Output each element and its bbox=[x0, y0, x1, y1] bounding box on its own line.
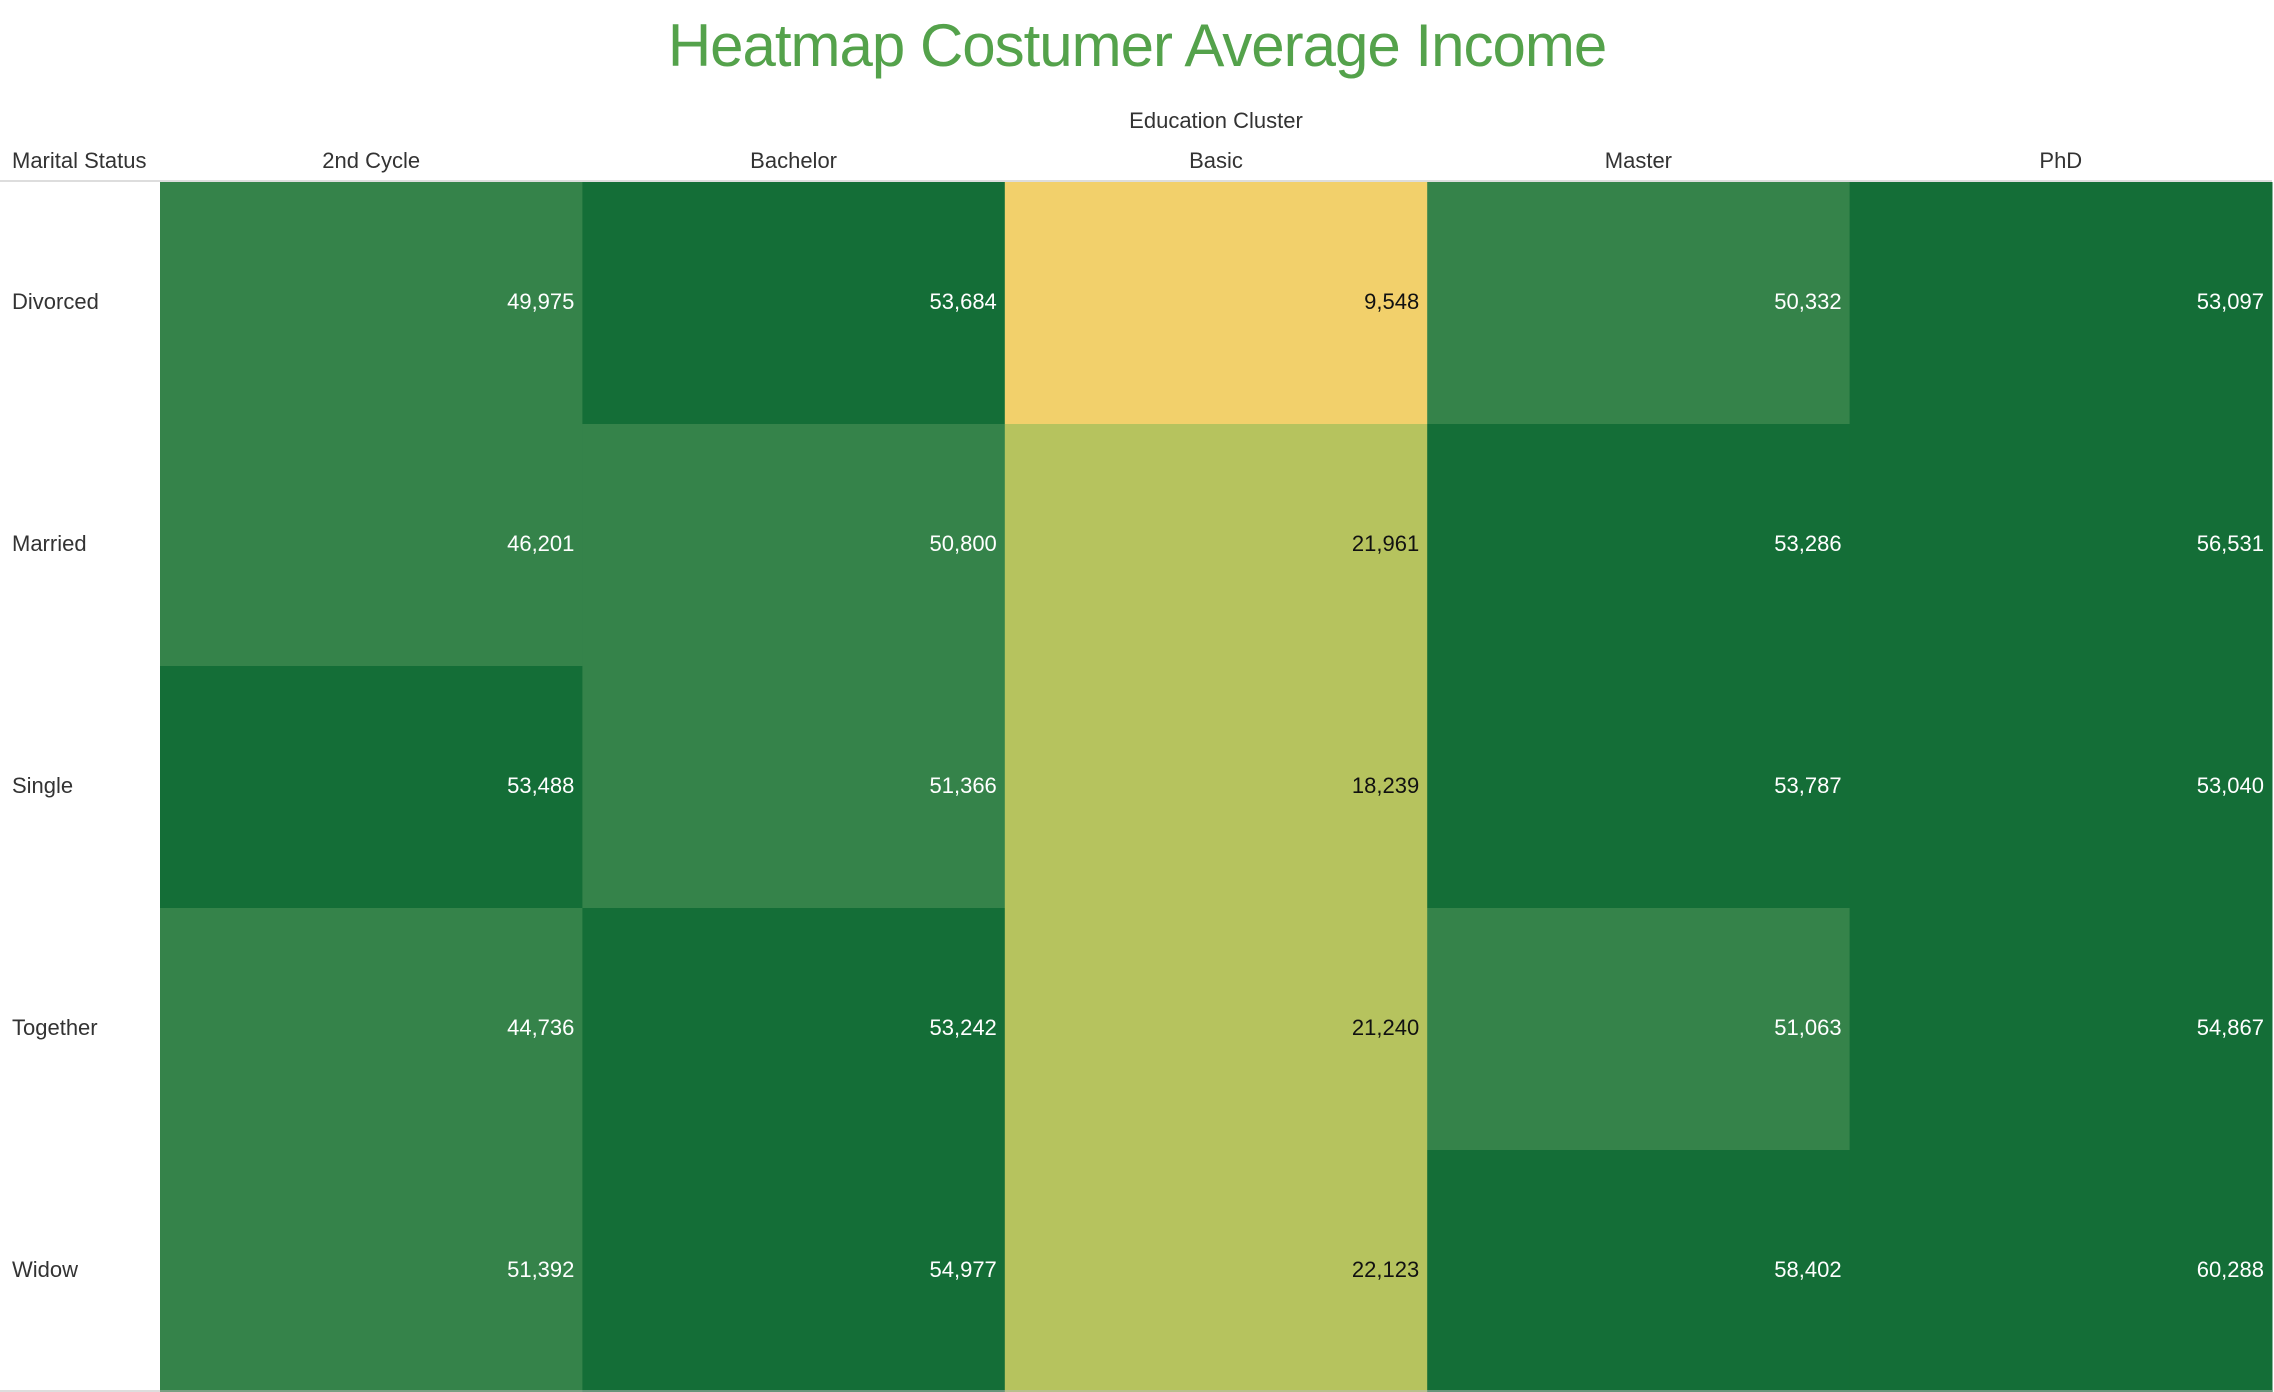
heatmap-cell bbox=[1427, 182, 1851, 425]
heatmap-cell bbox=[582, 908, 1006, 1151]
heatmap-cell bbox=[160, 908, 583, 1151]
cell-value-label: 21,240 bbox=[1352, 1015, 1419, 1040]
row-label: Married bbox=[12, 531, 87, 556]
cell-value-label: 46,201 bbox=[507, 531, 574, 556]
heatmap-cell bbox=[160, 182, 583, 425]
heatmap-cell bbox=[1427, 1150, 1851, 1392]
cell-value-label: 51,392 bbox=[507, 1257, 574, 1282]
cell-value-label: 44,736 bbox=[507, 1015, 574, 1040]
column-header: Basic bbox=[1189, 148, 1243, 173]
heatmap-cell bbox=[1004, 666, 1428, 909]
heatmap-cell bbox=[160, 1150, 583, 1392]
heatmap-cell bbox=[1849, 182, 2273, 425]
heatmap-cell bbox=[582, 182, 1006, 425]
heatmap-cell bbox=[1427, 666, 1851, 909]
cell-value-label: 60,288 bbox=[2197, 1257, 2264, 1282]
cell-value-label: 53,242 bbox=[930, 1015, 997, 1040]
heatmap-cell bbox=[1849, 908, 2273, 1151]
heatmap-cell bbox=[1427, 908, 1851, 1151]
heatmap-cell bbox=[1004, 908, 1428, 1151]
column-group-label: Education Cluster bbox=[1129, 108, 1303, 133]
row-label: Divorced bbox=[12, 289, 99, 314]
column-header: Master bbox=[1605, 148, 1672, 173]
cell-value-label: 51,366 bbox=[930, 773, 997, 798]
row-label: Single bbox=[12, 773, 73, 798]
cell-value-label: 53,286 bbox=[1774, 531, 1841, 556]
heatmap-cell bbox=[582, 666, 1006, 909]
heatmap-cell bbox=[1849, 1150, 2273, 1392]
heatmap-cell bbox=[1004, 1150, 1428, 1392]
heatmap-cell bbox=[1427, 424, 1851, 667]
cell-value-label: 51,063 bbox=[1774, 1015, 1841, 1040]
cell-value-label: 56,531 bbox=[2197, 531, 2264, 556]
cell-value-label: 58,402 bbox=[1774, 1257, 1841, 1282]
cell-value-label: 49,975 bbox=[507, 289, 574, 314]
column-header: 2nd Cycle bbox=[322, 148, 420, 173]
cell-value-label: 53,684 bbox=[930, 289, 997, 314]
cell-value-label: 22,123 bbox=[1352, 1257, 1419, 1282]
heatmap-cell bbox=[160, 666, 583, 909]
column-header: PhD bbox=[2039, 148, 2082, 173]
row-label: Widow bbox=[12, 1257, 78, 1282]
row-label: Together bbox=[12, 1015, 98, 1040]
cell-value-label: 9,548 bbox=[1364, 289, 1419, 314]
column-header: Bachelor bbox=[750, 148, 837, 173]
row-header: Marital Status bbox=[12, 148, 147, 173]
cell-value-label: 53,787 bbox=[1774, 773, 1841, 798]
cell-value-label: 54,867 bbox=[2197, 1015, 2264, 1040]
chart-title: Heatmap Costumer Average Income bbox=[667, 12, 1607, 79]
cell-value-label: 53,040 bbox=[2197, 773, 2264, 798]
heatmap-cell bbox=[1849, 424, 2273, 667]
cell-value-label: 50,332 bbox=[1774, 289, 1841, 314]
heatmap-cell bbox=[1849, 666, 2273, 909]
heatmap-cell bbox=[582, 424, 1006, 667]
cell-value-label: 54,977 bbox=[930, 1257, 997, 1282]
cell-value-label: 53,097 bbox=[2197, 289, 2264, 314]
heatmap-cell bbox=[160, 424, 583, 667]
cell-value-label: 50,800 bbox=[930, 531, 997, 556]
heatmap-cell bbox=[582, 1150, 1006, 1392]
cell-value-label: 21,961 bbox=[1352, 531, 1419, 556]
cell-value-label: 18,239 bbox=[1352, 773, 1419, 798]
cell-value-label: 53,488 bbox=[507, 773, 574, 798]
heatmap-cell bbox=[1004, 182, 1428, 425]
heatmap-cell bbox=[1004, 424, 1428, 667]
